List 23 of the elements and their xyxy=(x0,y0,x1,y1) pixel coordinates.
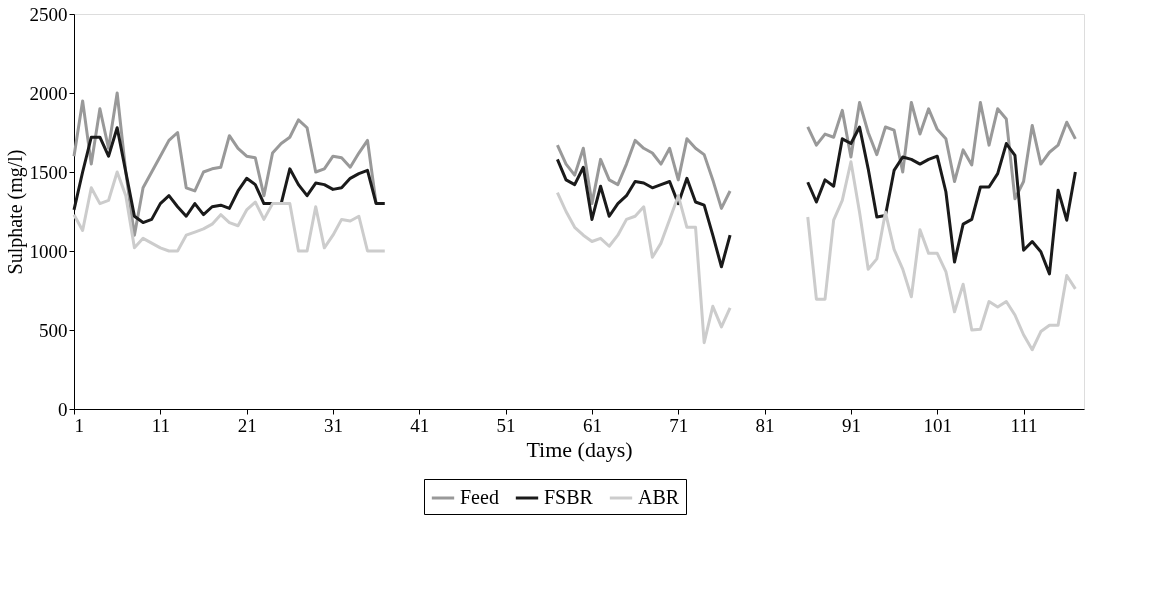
x-tick-label: 41 xyxy=(410,414,430,436)
x-tick-label: 1 xyxy=(74,414,84,436)
y-tick-label: 1000 xyxy=(29,240,68,262)
x-tick-label: 21 xyxy=(237,414,257,436)
y-tick-label: 2500 xyxy=(29,3,68,25)
y-axis-title: Sulphate (mg/l) xyxy=(3,149,27,275)
legend-label: ABR xyxy=(638,486,680,508)
x-tick-label: 91 xyxy=(841,414,861,436)
x-tick-label: 61 xyxy=(582,414,602,436)
y-tick-label: 2000 xyxy=(29,82,68,104)
x-tick-label: 101 xyxy=(923,414,952,436)
y-tick-label: 0 xyxy=(58,398,68,420)
x-tick-label: 51 xyxy=(496,414,516,436)
legend-label: Feed xyxy=(460,486,499,508)
x-tick-label: 11 xyxy=(151,414,170,436)
legend-label: FSBR xyxy=(544,486,594,508)
x-tick-label: 111 xyxy=(1010,414,1038,436)
x-tick-label: 81 xyxy=(755,414,775,436)
y-tick-label: 1500 xyxy=(29,161,68,183)
x-axis-title: Time (days) xyxy=(526,436,633,462)
x-tick-label: 71 xyxy=(669,414,689,436)
y-tick-label: 500 xyxy=(39,319,68,341)
x-tick-label: 31 xyxy=(323,414,343,436)
